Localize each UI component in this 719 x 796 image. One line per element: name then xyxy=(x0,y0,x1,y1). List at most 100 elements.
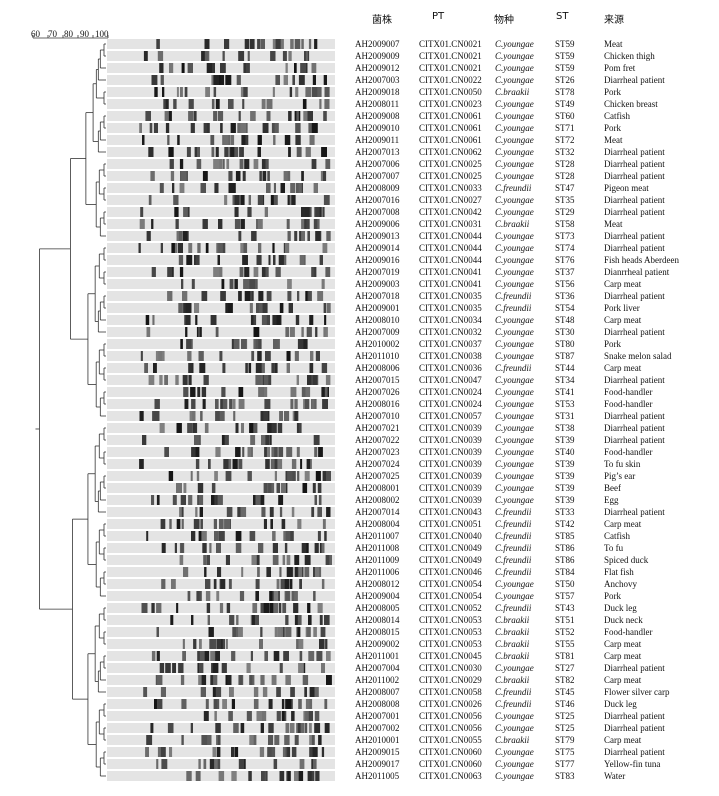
gel-band xyxy=(298,423,302,433)
gel-band xyxy=(233,411,236,421)
gel-band xyxy=(243,243,248,253)
gel-band xyxy=(251,555,257,565)
cell-source: Chicken thigh xyxy=(604,51,655,61)
gel-band xyxy=(294,231,298,241)
gel-band xyxy=(231,747,235,757)
gel-band xyxy=(326,651,331,661)
cell-strain: AH2009003 xyxy=(355,279,400,289)
gel-band xyxy=(195,459,200,469)
pfge-lane xyxy=(107,735,335,745)
gel-band xyxy=(202,171,208,181)
gel-band xyxy=(225,555,230,565)
pfge-lane xyxy=(107,435,335,445)
pfge-lane xyxy=(107,39,335,49)
cell-pt: CITX01.CN0053 xyxy=(419,615,482,625)
gel-band xyxy=(272,531,276,541)
gel-band xyxy=(139,219,145,229)
gel-band xyxy=(260,675,265,685)
gel-band xyxy=(165,123,170,133)
gel-band xyxy=(249,735,254,745)
pfge-lane xyxy=(107,651,335,661)
cell-strain: AH2007008 xyxy=(355,207,400,217)
gel-band xyxy=(276,483,280,493)
pfge-lane xyxy=(107,351,335,361)
cell-source: Carp meat xyxy=(604,519,642,529)
cell-strain: AH2011002 xyxy=(355,675,400,685)
gel-band xyxy=(257,567,260,577)
gel-band xyxy=(212,759,219,769)
gel-band xyxy=(165,663,171,673)
gel-band xyxy=(323,75,327,85)
gel-band xyxy=(283,75,288,85)
pfge-lane xyxy=(107,243,335,253)
cell-strain: AH2007003 xyxy=(355,75,400,85)
cell-source: Snake melon salad xyxy=(604,351,672,361)
gel-band xyxy=(309,135,315,145)
gel-band xyxy=(318,447,323,457)
gel-band xyxy=(283,651,289,661)
cell-strain: AH2009001 xyxy=(355,303,400,313)
gel-band xyxy=(307,627,311,637)
gel-band xyxy=(314,711,320,721)
pfge-lane xyxy=(107,291,335,301)
cell-st: ST48 xyxy=(555,315,575,325)
pfge-lane xyxy=(107,231,335,241)
gel-band xyxy=(242,447,245,457)
gel-band xyxy=(291,711,295,721)
gel-band xyxy=(225,303,231,313)
table-row: AH2007015 CITX01.CN0047 C.youngae ST34 Diarr… xyxy=(0,374,719,386)
gel-band xyxy=(181,63,185,73)
cell-st: ST72 xyxy=(555,135,575,145)
gel-band xyxy=(291,591,296,601)
cell-species: C.youngae xyxy=(495,747,534,757)
gel-band xyxy=(261,99,266,109)
cell-source: Diarrheal patient xyxy=(604,723,665,733)
cell-pt: CITX01.CN0054 xyxy=(419,591,482,601)
table-row: AH2009017 CITX01.CN0060 C.youngae ST77 Yello… xyxy=(0,758,719,770)
gel-band xyxy=(251,351,255,361)
gel-band xyxy=(219,519,224,529)
gel-band xyxy=(208,627,214,637)
gel-band xyxy=(215,399,219,409)
cell-species: C.youngae xyxy=(495,759,534,769)
gel-band xyxy=(310,735,315,745)
gel-band xyxy=(323,111,327,121)
gel-band xyxy=(278,447,284,457)
gel-band xyxy=(314,495,317,505)
cell-pt: CITX01.CN0022 xyxy=(419,75,482,85)
cell-species: C.freundii xyxy=(495,531,532,541)
gel-band xyxy=(315,351,320,361)
cell-strain: AH2008016 xyxy=(355,399,400,409)
cell-strain: AH2007013 xyxy=(355,147,400,157)
gel-band xyxy=(201,51,205,61)
cell-st: ST60 xyxy=(555,111,575,121)
gel-band xyxy=(208,459,211,469)
gel-band xyxy=(296,147,302,157)
gel-band xyxy=(199,639,202,649)
cell-strain: AH2008012 xyxy=(355,579,400,589)
gel-band xyxy=(307,603,311,613)
cell-st: ST50 xyxy=(555,579,575,589)
cell-st: ST34 xyxy=(555,375,575,385)
gel-band xyxy=(215,699,220,709)
cell-pt: CITX01.CN0044 xyxy=(419,231,482,241)
gel-band xyxy=(184,399,189,409)
table-row: AH2011006 CITX01.CN0046 C.freundii ST84 Flat… xyxy=(0,566,719,578)
gel-band xyxy=(211,663,214,673)
gel-band xyxy=(156,651,160,661)
cell-species: C.youngae xyxy=(495,75,534,85)
cell-st: ST58 xyxy=(555,219,575,229)
gel-band xyxy=(235,531,242,541)
gel-band xyxy=(253,327,260,337)
gel-band xyxy=(196,159,202,169)
gel-band xyxy=(247,51,250,61)
gel-band xyxy=(302,675,309,685)
gel-band xyxy=(213,663,219,673)
cell-pt: CITX01.CN0021 xyxy=(419,51,482,61)
gel-band xyxy=(140,351,143,361)
table-row: AH2009010 CITX01.CN0061 C.youngae ST71 Pork xyxy=(0,122,719,134)
gel-band xyxy=(180,675,185,685)
cell-pt: CITX01.CN0061 xyxy=(419,135,482,145)
gel-band xyxy=(298,639,304,649)
gel-band xyxy=(220,123,223,133)
